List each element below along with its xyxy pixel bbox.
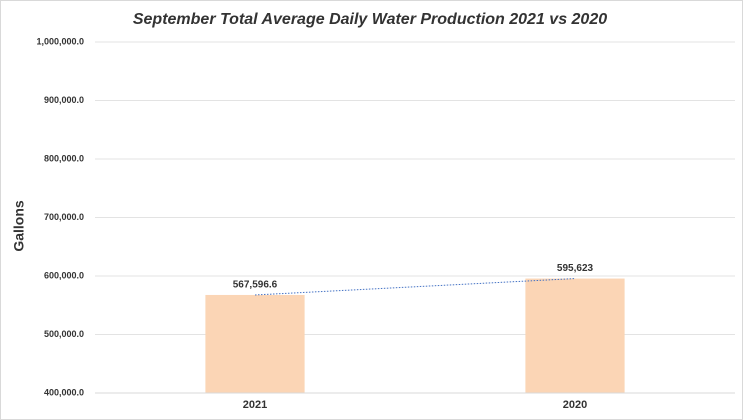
bar: [205, 294, 305, 393]
y-tick-label: 700,000.0: [44, 212, 84, 222]
x-tick-label: 2020: [563, 399, 587, 411]
y-tick-label: 400,000.0: [44, 387, 84, 397]
bar: [525, 278, 625, 393]
trendline: [254, 278, 576, 296]
y-tick-label: 1,000,000.0: [36, 36, 84, 46]
y-tick-label: 500,000.0: [44, 329, 84, 339]
y-tick-label: 900,000.0: [44, 95, 84, 105]
value-label: 595,623: [557, 263, 594, 274]
value-label: 567,596.6: [233, 280, 278, 291]
x-tick-label: 2021: [243, 399, 267, 411]
y-axis-label: Gallons: [11, 200, 27, 252]
chart-title: September Total Average Daily Water Prod…: [133, 11, 607, 28]
y-tick-label: 600,000.0: [44, 270, 84, 280]
y-tick-label: 800,000.0: [44, 153, 84, 163]
